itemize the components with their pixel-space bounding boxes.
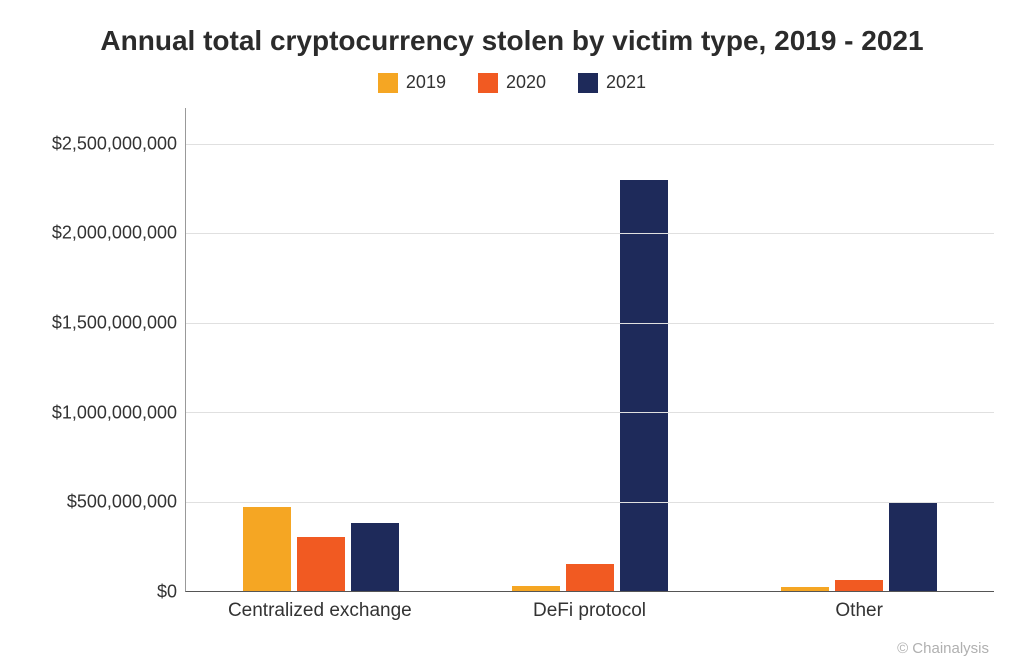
y-tick-label: $0 [157,582,177,603]
x-axis-labels: Centralized exchangeDeFi protocolOther [185,600,994,622]
gridline [186,502,994,503]
y-tick-label: $1,000,000,000 [52,402,177,423]
bar-group [455,108,724,591]
x-tick-label: Centralized exchange [185,600,455,622]
bar [243,507,291,591]
legend-label: 2021 [606,72,646,93]
bar-group [186,108,455,591]
bar [835,580,883,591]
gridline [186,233,994,234]
legend-label: 2020 [506,72,546,93]
y-tick-label: $2,000,000,000 [52,223,177,244]
bar [889,502,937,591]
gridline [186,323,994,324]
bar [297,537,345,591]
legend-item-2021: 2021 [578,72,646,93]
legend-item-2020: 2020 [478,72,546,93]
bar [351,523,399,591]
bar-group [725,108,994,591]
gridline [186,144,994,145]
x-tick-label: DeFi protocol [455,600,725,622]
bar-groups [186,108,994,591]
plot-area [185,108,994,592]
x-tick-label: Other [724,600,994,622]
legend-swatch-2021 [578,73,598,93]
chart-title: Annual total cryptocurrency stolen by vi… [30,25,994,57]
legend-item-2019: 2019 [378,72,446,93]
bar [781,587,829,591]
bar [566,564,614,591]
attribution: © Chainalysis [30,640,994,657]
gridline [186,412,994,413]
y-tick-label: $2,500,000,000 [52,133,177,154]
y-axis: $0$500,000,000$1,000,000,000$1,500,000,0… [30,108,185,592]
plot-region: $0$500,000,000$1,000,000,000$1,500,000,0… [30,108,994,592]
bar [512,586,560,591]
legend: 2019 2020 2021 [30,72,994,93]
y-tick-label: $1,500,000,000 [52,313,177,334]
legend-swatch-2019 [378,73,398,93]
legend-label: 2019 [406,72,446,93]
bar [620,180,668,591]
legend-swatch-2020 [478,73,498,93]
y-tick-label: $500,000,000 [67,492,177,513]
chart-container: Annual total cryptocurrency stolen by vi… [0,0,1024,667]
